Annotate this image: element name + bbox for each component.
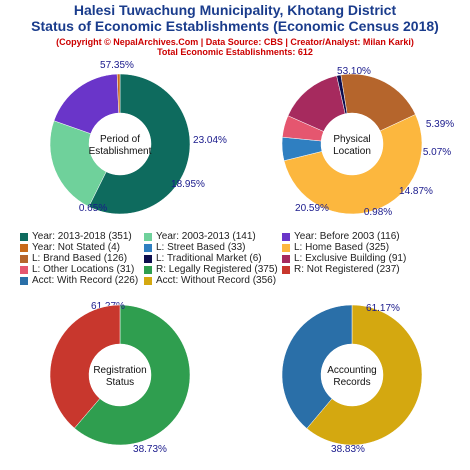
donut-chart-2: 53.10% 5.39% 5.07% 14.87% 0.98% 20.59% Physica… bbox=[281, 66, 454, 218]
chart-subtitle-total: Total Economic Establishments: 612 bbox=[157, 47, 313, 57]
legend-swatch bbox=[282, 254, 290, 263]
legend-item: L: Exclusive Building (91) bbox=[282, 253, 406, 264]
legend-item: Year: Not Stated (4) bbox=[20, 242, 120, 253]
legend-label: Acct: Without Record (356) bbox=[156, 275, 277, 286]
donut-center-label: Period of bbox=[100, 134, 140, 145]
donut-center-label: Status bbox=[106, 377, 134, 388]
legend-swatch bbox=[20, 276, 28, 285]
donut-center-label: Accounting bbox=[327, 365, 376, 376]
legend-item: L: Street Based (33) bbox=[144, 242, 246, 253]
legend-label: Year: 2013-2018 (351) bbox=[32, 231, 132, 242]
legend-label: L: Home Based (325) bbox=[294, 242, 390, 253]
legend-label: L: Brand Based (126) bbox=[32, 253, 128, 264]
donut-chart-1: 57.35% 23.04% 18.95% 0.65% Period ofEstablis… bbox=[49, 60, 227, 215]
legend-label: Year: Not Stated (4) bbox=[32, 242, 121, 253]
chart-title-line2: Status of Economic Establishments (Econo… bbox=[31, 18, 439, 34]
legend-swatch bbox=[20, 243, 28, 252]
donut-center-label: Registration bbox=[93, 365, 146, 376]
slice-percent-label: 20.59% bbox=[295, 203, 329, 214]
legend-swatch bbox=[282, 265, 290, 274]
legend-label: Acct: With Record (226) bbox=[32, 275, 139, 286]
donut-hole bbox=[89, 344, 151, 406]
legend-item: Year: 2013-2018 (351) bbox=[20, 231, 132, 242]
legend-swatch bbox=[144, 254, 152, 263]
legend-item: Acct: With Record (226) bbox=[20, 275, 138, 286]
legend-label: L: Street Based (33) bbox=[156, 242, 246, 253]
donut-slice bbox=[49, 304, 121, 429]
slice-percent-label: 53.10% bbox=[337, 66, 371, 77]
donut-hole bbox=[321, 344, 383, 406]
slice-percent-label: 5.39% bbox=[426, 119, 454, 130]
donut-center-label: Physical bbox=[333, 134, 370, 145]
slice-percent-label: 57.35% bbox=[100, 60, 134, 71]
legend-swatch bbox=[282, 232, 290, 241]
slice-percent-label: 0.98% bbox=[364, 207, 392, 218]
chart-title-line1: Halesi Tuwachung Municipality, Khotang D… bbox=[73, 2, 397, 18]
slice-percent-label: 18.95% bbox=[171, 179, 205, 190]
legend-item: Year: 2003-2013 (141) bbox=[144, 231, 256, 242]
slice-percent-label: 38.73% bbox=[133, 444, 167, 455]
legend-item: L: Home Based (325) bbox=[282, 242, 389, 253]
donut-slice bbox=[281, 304, 353, 429]
legend-label: L: Exclusive Building (91) bbox=[294, 253, 407, 264]
legend-label: R: Legally Registered (375) bbox=[156, 264, 278, 275]
slice-percent-label: 14.87% bbox=[399, 186, 433, 197]
legend-item: R: Not Registered (237) bbox=[282, 264, 400, 275]
legend-swatch bbox=[144, 232, 152, 241]
legend-item: L: Traditional Market (6) bbox=[144, 253, 262, 264]
legend-label: L: Other Locations (31) bbox=[32, 264, 135, 275]
legend-swatch bbox=[144, 243, 152, 252]
legend-label: Year: 2003-2013 (141) bbox=[156, 231, 256, 242]
slice-percent-label: 0.65% bbox=[79, 203, 107, 214]
legend-item: Acct: Without Record (356) bbox=[144, 275, 276, 286]
slice-percent-label: 5.07% bbox=[423, 147, 451, 158]
legend-swatch bbox=[144, 265, 152, 274]
legend-item: L: Brand Based (126) bbox=[20, 253, 127, 264]
chart-subtitle-credits: (Copyright © NepalArchives.Com | Data So… bbox=[56, 37, 414, 47]
legend-swatch bbox=[20, 254, 28, 263]
legend-label: R: Not Registered (237) bbox=[294, 264, 400, 275]
legend-label: Year: Before 2003 (116) bbox=[294, 231, 400, 242]
legend-swatch bbox=[20, 265, 28, 274]
slice-percent-label: 38.83% bbox=[331, 444, 365, 455]
donut-center-label: Records bbox=[333, 377, 370, 388]
legend-swatch bbox=[144, 276, 152, 285]
slice-percent-label: 61.17% bbox=[366, 303, 400, 314]
donut-center-label: Location bbox=[333, 146, 371, 157]
slice-percent-label: 23.04% bbox=[193, 135, 227, 146]
legend-item: L: Other Locations (31) bbox=[20, 264, 134, 275]
legend-label: L: Traditional Market (6) bbox=[156, 253, 262, 264]
donut-hole bbox=[89, 113, 151, 175]
legend-swatch bbox=[20, 232, 28, 241]
legend-item: Year: Before 2003 (116) bbox=[282, 231, 400, 242]
legend-item: R: Legally Registered (375) bbox=[144, 264, 278, 275]
donut-center-label: Establishment bbox=[89, 146, 152, 157]
donut-hole bbox=[321, 113, 383, 175]
legend-swatch bbox=[282, 243, 290, 252]
